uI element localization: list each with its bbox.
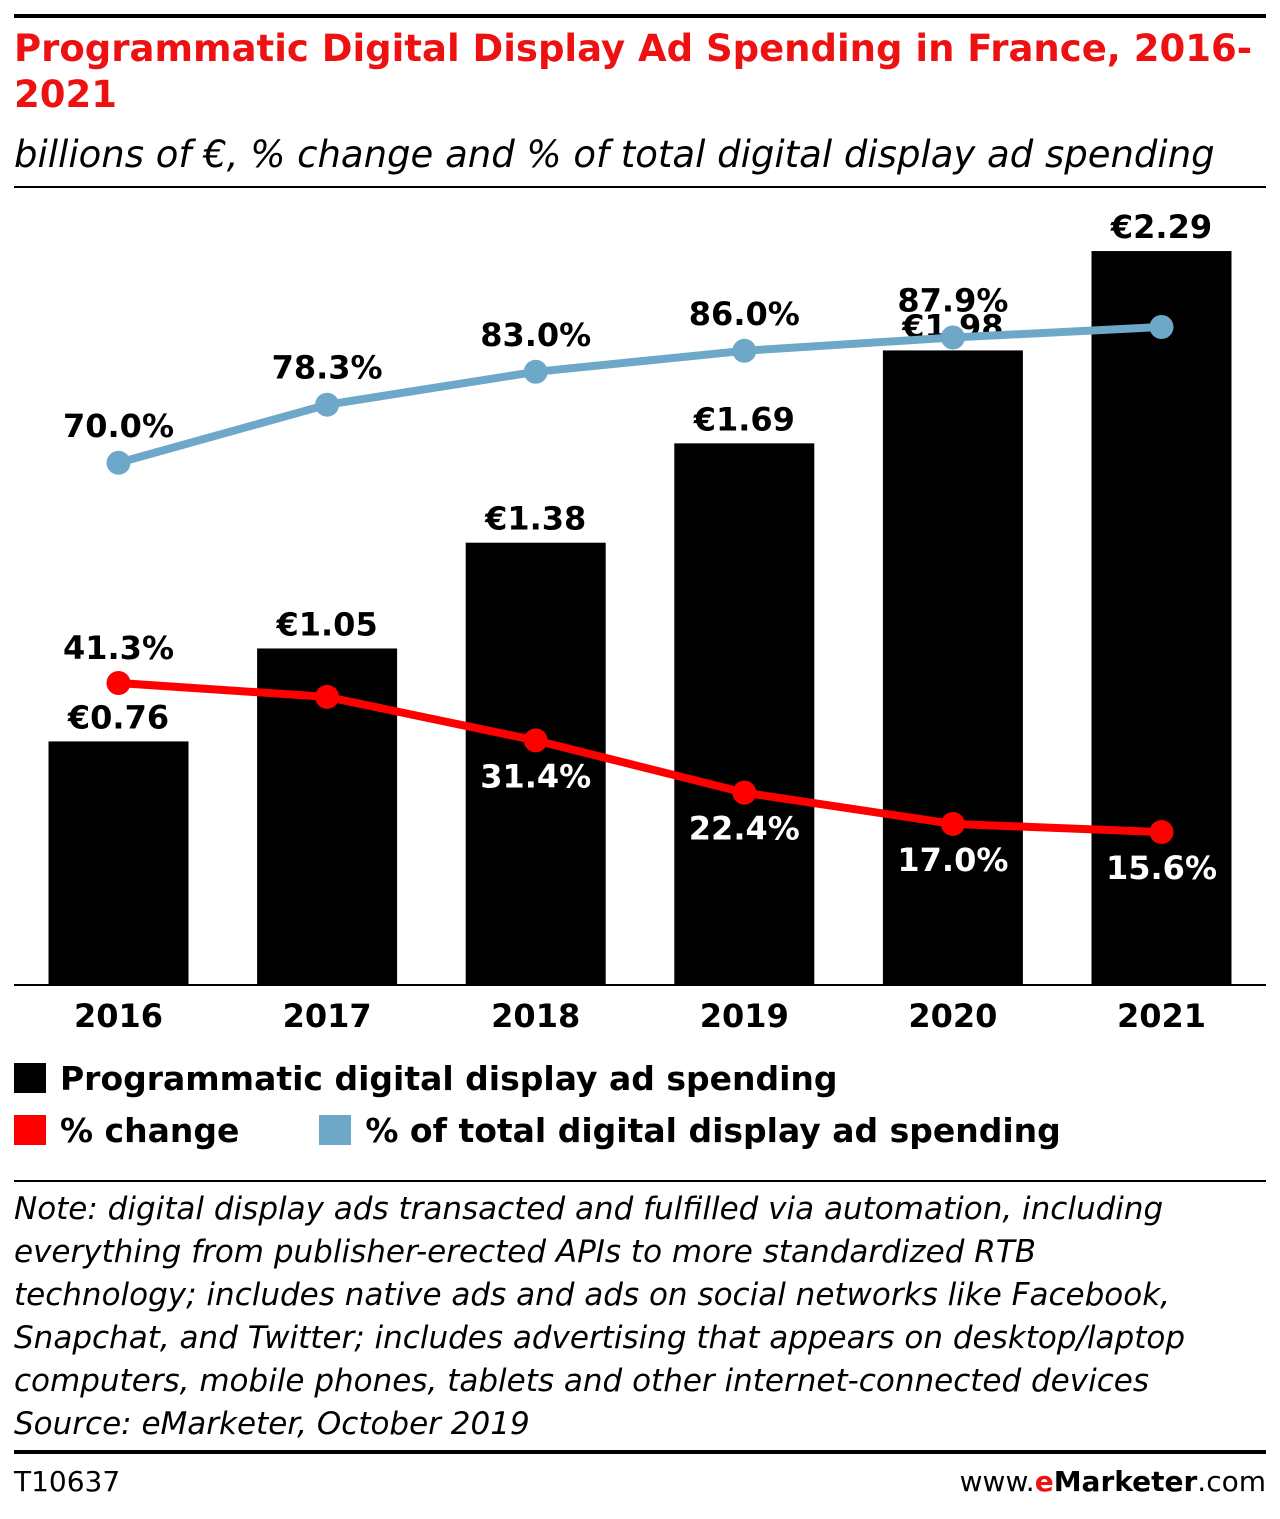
brand-e: e	[1034, 1465, 1054, 1498]
note-block: Note: digital display ads transacted and…	[14, 1188, 1266, 1446]
legend-row-2: % change % of total digital display ad s…	[14, 1108, 1141, 1152]
bar-label-2019: €1.69	[693, 400, 795, 438]
legend-item-spending: Programmatic digital display ad spending	[14, 1059, 838, 1098]
x-tick-2018: 2018	[491, 997, 580, 1035]
x-tick-2021: 2021	[1117, 997, 1206, 1035]
x-tick-2019: 2019	[700, 997, 789, 1035]
chart-subtitle: billions of €, % change and % of total d…	[14, 133, 1215, 176]
subtitle-rule	[14, 186, 1266, 188]
share-point-2020	[940, 325, 965, 350]
share-label-2016: 70.0%	[63, 407, 174, 445]
bar-2021	[1091, 251, 1232, 985]
x-tick-2017: 2017	[283, 997, 372, 1035]
top-rule	[14, 14, 1266, 18]
combo-chart: €0.76€1.05€1.38€1.69€1.98€2.292016201720…	[14, 208, 1266, 1035]
chart-title: Programmatic Digital Display Ad Spending…	[14, 27, 1253, 116]
legend-swatch-spending	[14, 1063, 46, 1093]
legend-swatch-change	[14, 1115, 46, 1145]
bottom-rule	[14, 1450, 1266, 1454]
share-point-2017	[315, 392, 340, 417]
change-label-2020: 17.0%	[897, 841, 1008, 879]
legend-item-share: % of total digital display ad spending	[319, 1110, 1061, 1150]
bar-label-2017: €1.05	[275, 605, 377, 643]
legend-label-spending: Programmatic digital display ad spending	[60, 1058, 838, 1098]
change-point-2016	[106, 671, 131, 695]
note-line: Snapchat, and Twitter; includes advertis…	[14, 1320, 1186, 1356]
change-label-2017: 38.9%	[272, 643, 383, 681]
x-tick-2016: 2016	[74, 997, 163, 1035]
change-point-2020	[940, 811, 965, 836]
bar-2016	[48, 741, 189, 985]
change-point-2021	[1149, 820, 1174, 845]
legend-row-1: Programmatic digital display ad spending	[14, 1056, 918, 1100]
brand-name: Marketer	[1053, 1465, 1198, 1498]
bar-2019	[674, 443, 815, 985]
change-label-2018: 31.4%	[480, 757, 591, 795]
share-point-2021	[1149, 315, 1174, 339]
legend-swatch-share	[319, 1115, 352, 1145]
share-label-2020: 87.9%	[897, 282, 1008, 320]
brand-url[interactable]: www.eMarketer.com	[960, 1462, 1266, 1502]
note-rule	[14, 1180, 1266, 1182]
change-line	[118, 679, 1162, 837]
bar-2018	[465, 542, 606, 985]
chart-id: T10637	[14, 1465, 121, 1498]
note-line: computers, mobile phones, tablets and ot…	[14, 1363, 1149, 1399]
share-label-2019: 86.0%	[689, 295, 800, 333]
bar-label-2018: €1.38	[484, 500, 586, 538]
share-point-2019	[732, 338, 757, 363]
change-point-2018	[523, 728, 548, 753]
bar-label-2021: €2.29	[1110, 208, 1212, 246]
change-label-2016: 41.3%	[63, 629, 174, 667]
url-prefix: www.	[959, 1465, 1035, 1498]
change-point-2019	[732, 780, 757, 805]
share-label-2018: 83.0%	[480, 316, 591, 354]
url-suffix: .com	[1197, 1465, 1266, 1498]
bar-label-2016: €0.76	[67, 698, 169, 736]
share-line	[117, 323, 1162, 467]
share-point-2018	[523, 359, 548, 384]
change-label-2019: 22.4%	[689, 810, 800, 848]
legend-label-change: % change	[60, 1110, 240, 1150]
change-point-2017	[315, 684, 340, 709]
note-line: everything from publisher-erected APIs t…	[14, 1234, 1037, 1270]
share-label-2021: 89.4%	[1106, 271, 1217, 309]
bar-2020	[882, 350, 1023, 985]
note-line: technology; includes native ads and ads …	[14, 1277, 1171, 1313]
note-line: Note: digital display ads transacted and…	[14, 1191, 1164, 1227]
source-line: Source: eMarketer, October 2019	[14, 1406, 530, 1442]
x-tick-2020: 2020	[908, 997, 997, 1035]
legend-label-share: % of total digital display ad spending	[365, 1110, 1061, 1150]
share-label-2017: 78.3%	[272, 349, 383, 387]
change-label-2021: 15.6%	[1106, 849, 1217, 887]
share-point-2016	[106, 450, 131, 475]
legend-item-change: % change	[14, 1111, 239, 1150]
